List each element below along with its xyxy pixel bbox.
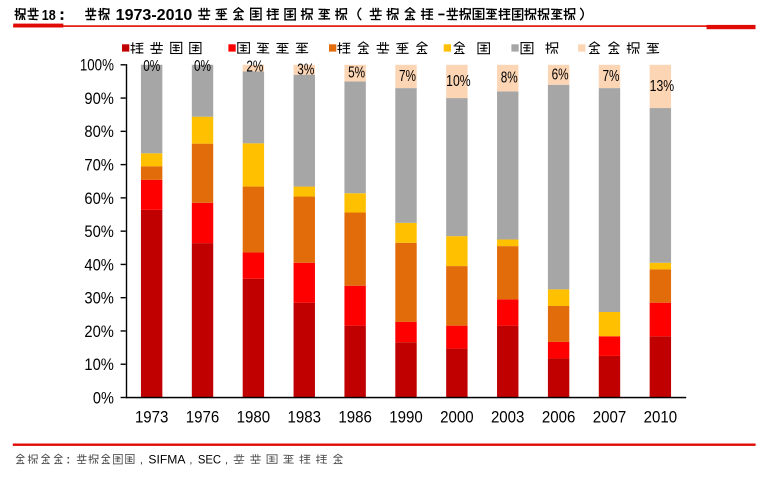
svg-text:8%: 8% [501, 70, 518, 87]
svg-text:18: 18 [42, 7, 56, 24]
svg-text:60%: 60% [84, 189, 114, 208]
svg-text:80%: 80% [84, 122, 114, 141]
svg-text:1986: 1986 [338, 407, 372, 426]
svg-text:7%: 7% [399, 68, 416, 85]
svg-text:50%: 50% [84, 222, 114, 241]
svg-text:2003: 2003 [491, 407, 525, 426]
svg-text:10%: 10% [84, 355, 114, 374]
svg-text:20%: 20% [84, 322, 114, 341]
svg-text:100%: 100% [80, 56, 114, 75]
svg-text:5%: 5% [348, 65, 365, 82]
svg-text:10%: 10% [446, 73, 471, 90]
svg-text:2000: 2000 [440, 407, 474, 426]
svg-text:0%: 0% [93, 388, 114, 407]
svg-text:SEC: SEC [198, 454, 221, 466]
svg-text:2010: 2010 [644, 407, 678, 426]
svg-text:7%: 7% [603, 68, 620, 85]
svg-text:90%: 90% [84, 89, 114, 108]
svg-text:1980: 1980 [237, 407, 271, 426]
svg-text:1973-2010: 1973-2010 [116, 7, 193, 24]
svg-text:70%: 70% [84, 156, 114, 175]
svg-text:0%: 0% [143, 58, 160, 75]
svg-text:2007: 2007 [593, 407, 627, 426]
svg-text:SIFMA: SIFMA [148, 454, 185, 466]
svg-text:1973: 1973 [135, 407, 169, 426]
svg-text:1983: 1983 [288, 407, 322, 426]
svg-text:6%: 6% [552, 66, 569, 83]
svg-text:2%: 2% [246, 59, 263, 76]
svg-text:2006: 2006 [542, 407, 576, 426]
svg-text:1990: 1990 [389, 407, 423, 426]
svg-text:40%: 40% [84, 255, 114, 274]
svg-text:13%: 13% [650, 78, 675, 95]
svg-text:3%: 3% [297, 61, 314, 78]
svg-text:1976: 1976 [186, 407, 220, 426]
svg-text:0%: 0% [194, 58, 211, 75]
svg-text:30%: 30% [84, 289, 114, 308]
